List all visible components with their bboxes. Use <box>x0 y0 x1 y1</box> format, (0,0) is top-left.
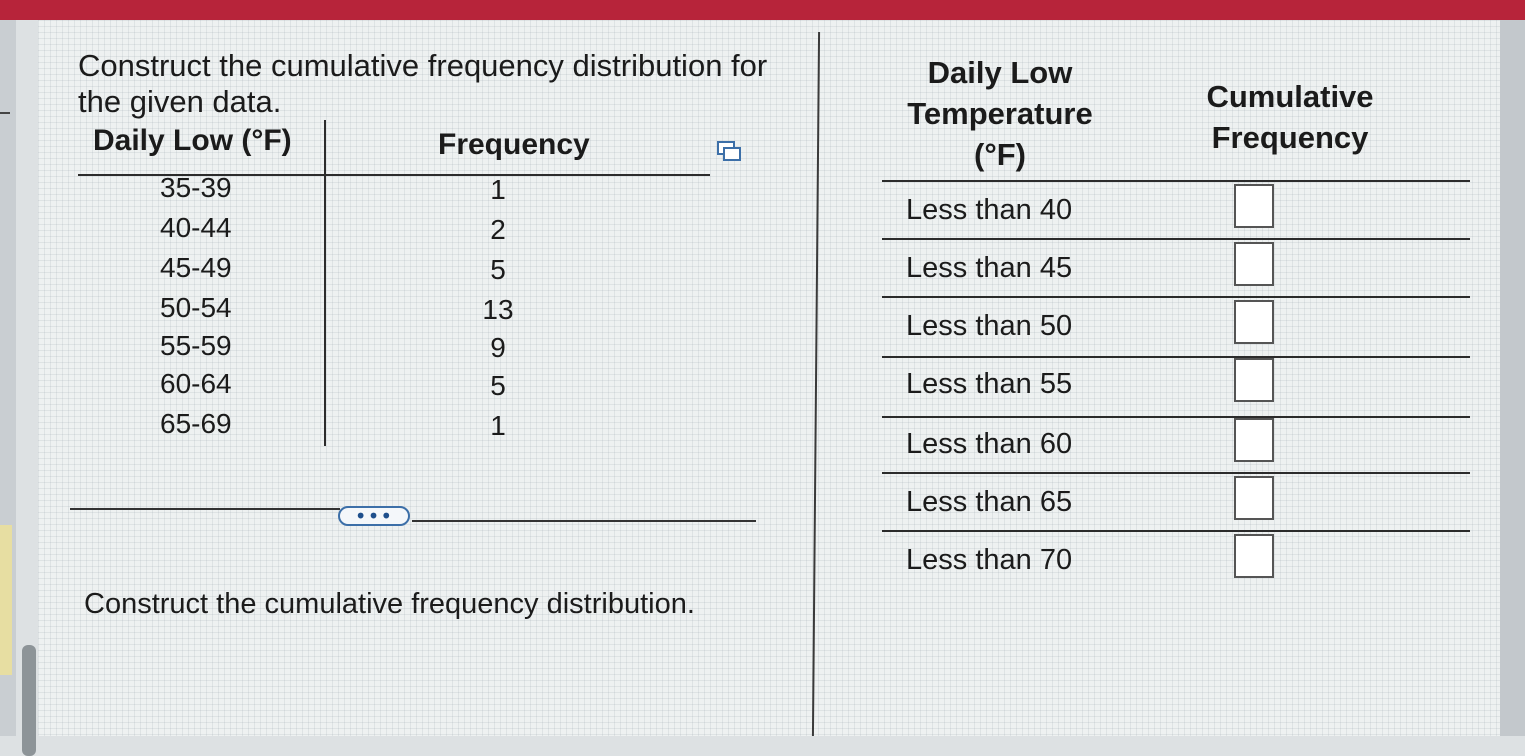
expand-more-button[interactable]: ••• <box>338 506 410 526</box>
cumulative-frequency-input[interactable] <box>1234 358 1274 402</box>
column-rule <box>324 120 326 446</box>
table-row: 50-54 13 <box>78 292 710 332</box>
row-rule <box>882 180 1470 182</box>
question-prompt: Construct the cumulative frequency distr… <box>78 48 768 119</box>
class-limit-label: Less than 60 <box>906 428 1073 460</box>
frequency-cell: 9 <box>490 332 506 363</box>
answer-row: Less than 50 <box>880 300 1472 356</box>
cumulative-frequency-input[interactable] <box>1234 242 1274 286</box>
scrollbar[interactable] <box>22 645 36 756</box>
copy-icon[interactable] <box>716 140 742 162</box>
frequency-cell: 13 <box>482 294 514 325</box>
answer-row: Less than 65 <box>880 476 1472 532</box>
cumulative-frequency-input[interactable] <box>1234 476 1274 520</box>
column-header-frequency: Frequency <box>438 128 590 161</box>
side-tab[interactable] <box>0 525 12 675</box>
cumulative-frequency-table: Daily Low Temperature (°F) Cumulative Fr… <box>880 52 1472 592</box>
range-cell: 60-64 <box>160 368 232 399</box>
frequency-cell: 5 <box>490 254 506 285</box>
range-cell: 50-54 <box>160 292 232 323</box>
answer-row: Less than 40 <box>880 184 1472 240</box>
class-limit-label: Less than 55 <box>906 368 1073 400</box>
table-row: 55-59 9 <box>78 330 710 370</box>
class-limit-label: Less than 70 <box>906 544 1073 576</box>
answer-row: Less than 60 <box>880 418 1472 474</box>
margin-mark <box>0 112 10 114</box>
frequency-cell: 1 <box>490 410 506 441</box>
class-limit-label: Less than 50 <box>906 310 1073 342</box>
table-row: 60-64 5 <box>78 368 710 408</box>
class-limit-label: Less than 65 <box>906 486 1073 518</box>
answer-row: Less than 45 <box>880 242 1472 298</box>
column-header-temperature: Daily Low Temperature (°F) <box>907 55 1093 172</box>
table-row: 45-49 5 <box>78 252 710 292</box>
range-cell: 35-39 <box>160 172 232 203</box>
table-row: 35-39 1 <box>78 172 710 212</box>
frequency-table: Daily Low (°F) Frequency 35-39 1 40-44 2… <box>78 120 713 450</box>
header-rule <box>78 174 710 176</box>
left-margin <box>0 20 16 736</box>
right-margin <box>1500 20 1525 736</box>
cumulative-frequency-input[interactable] <box>1234 184 1274 228</box>
instruction-text: Construct the cumulative frequency distr… <box>84 588 695 620</box>
answer-row: Less than 70 <box>880 534 1472 590</box>
table-row: 40-44 2 <box>78 212 710 252</box>
range-cell: 65-69 <box>160 408 232 439</box>
row-rule <box>882 296 1470 298</box>
row-rule <box>882 416 1470 418</box>
range-cell: 45-49 <box>160 252 232 283</box>
column-header-temperature: Daily Low (°F) <box>93 124 292 157</box>
row-rule <box>882 530 1470 532</box>
class-limit-label: Less than 40 <box>906 194 1073 226</box>
cumulative-frequency-input[interactable] <box>1234 300 1274 344</box>
top-bar <box>0 0 1525 20</box>
cumulative-frequency-input[interactable] <box>1234 418 1274 462</box>
frequency-cell: 5 <box>490 370 506 401</box>
frequency-cell: 2 <box>490 214 506 245</box>
class-limit-label: Less than 45 <box>906 252 1073 284</box>
frequency-cell: 1 <box>490 174 506 205</box>
range-cell: 40-44 <box>160 212 232 243</box>
row-rule <box>882 356 1470 358</box>
range-cell: 55-59 <box>160 330 232 361</box>
table-row: 65-69 1 <box>78 408 710 448</box>
column-header-cumulative-frequency: Cumulative Frequency <box>1206 79 1374 155</box>
section-separator <box>412 520 756 522</box>
section-separator <box>70 508 340 510</box>
answer-row: Less than 55 <box>880 358 1472 414</box>
cumulative-frequency-input[interactable] <box>1234 534 1274 578</box>
row-rule <box>882 238 1470 240</box>
row-rule <box>882 472 1470 474</box>
